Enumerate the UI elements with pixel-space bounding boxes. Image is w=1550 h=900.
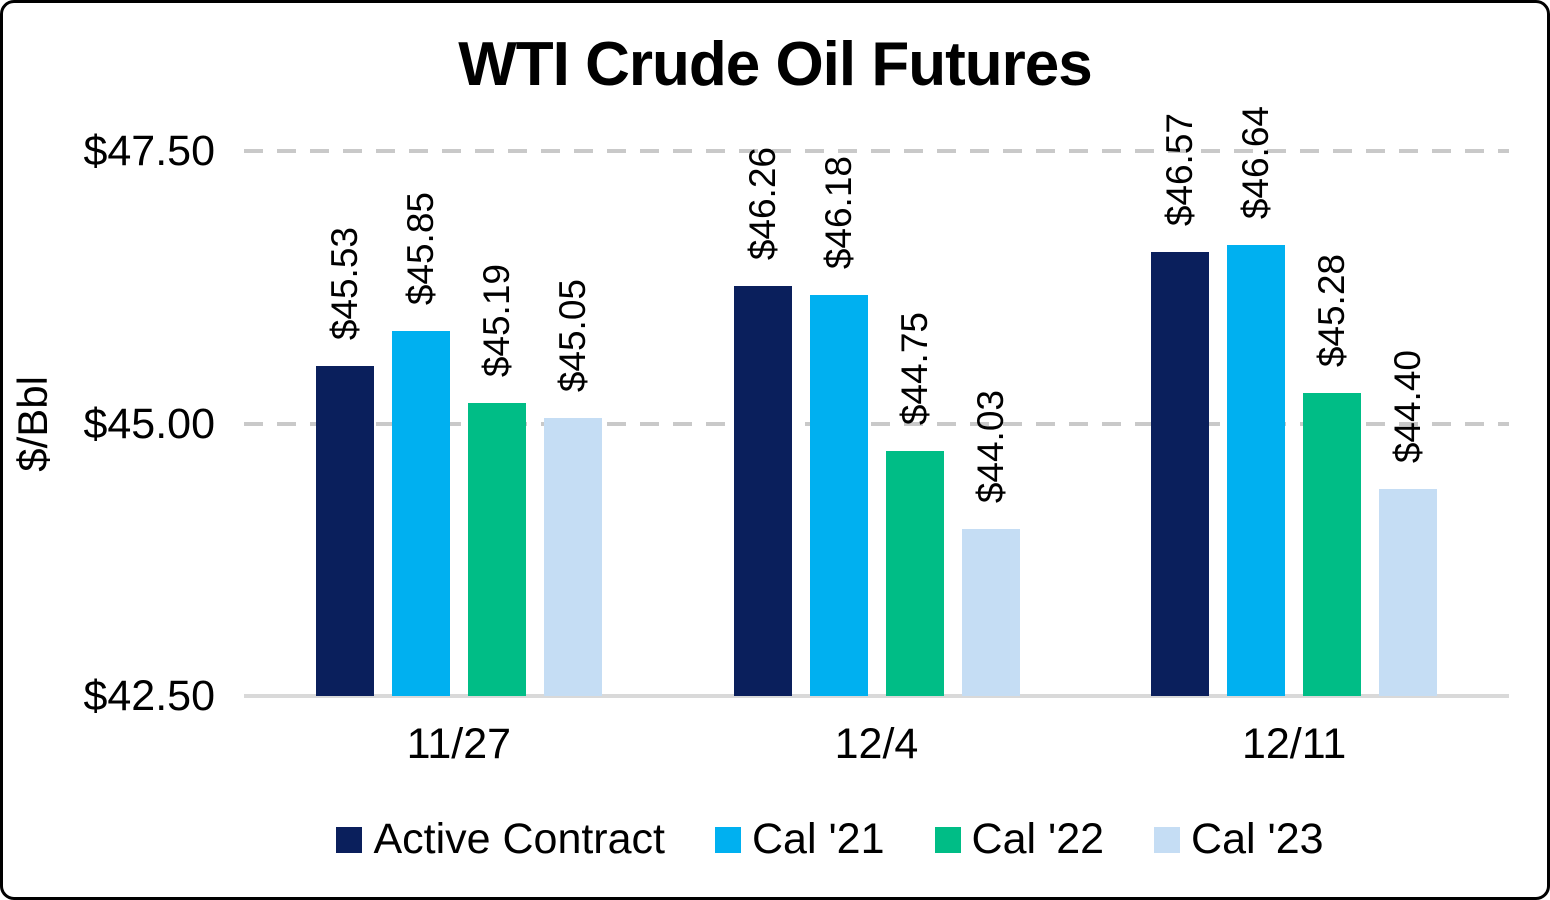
legend-item-cal-23: Cal '23 bbox=[1154, 815, 1324, 864]
bar-12/11-active-contract bbox=[1151, 252, 1210, 696]
bar-12/11-cal-22 bbox=[1303, 392, 1362, 696]
legend-label: Cal '23 bbox=[1191, 815, 1324, 863]
x-tick-label: 12/4 bbox=[834, 720, 919, 768]
bar-12/4-cal-21 bbox=[809, 294, 868, 696]
x-tick-label: 11/27 bbox=[406, 720, 512, 768]
bar-11/27-cal-21 bbox=[391, 330, 450, 696]
gridline bbox=[244, 149, 1509, 153]
bar-data-label: $45.19 bbox=[475, 263, 517, 377]
bar-data-label: $44.03 bbox=[969, 390, 1011, 504]
bar-data-label: $45.85 bbox=[399, 191, 441, 305]
legend-swatch-icon bbox=[934, 826, 961, 853]
bar-12/11-cal-23 bbox=[1379, 488, 1438, 696]
bar-12/4-cal-22 bbox=[885, 450, 944, 696]
bar-data-label: $45.28 bbox=[1311, 253, 1353, 367]
legend: Active Contract Cal '21 Cal '22 Cal '23 bbox=[3, 815, 1547, 864]
bar-11/27-cal-23 bbox=[543, 418, 602, 696]
legend-item-cal-21: Cal '21 bbox=[715, 815, 885, 864]
legend-label: Cal '21 bbox=[752, 815, 885, 863]
bar-data-label: $46.26 bbox=[741, 147, 783, 261]
legend-swatch-icon bbox=[336, 826, 363, 853]
y-tick-label: $47.50 bbox=[83, 127, 215, 175]
legend-label: Cal '22 bbox=[971, 815, 1105, 863]
legend-swatch-icon bbox=[1154, 826, 1181, 853]
bar-12/4-cal-23 bbox=[961, 529, 1020, 696]
bar-data-label: $46.57 bbox=[1159, 113, 1201, 227]
legend-item-cal-22: Cal '22 bbox=[934, 815, 1105, 864]
y-tick-label: $42.50 bbox=[83, 672, 215, 720]
bar-data-label: $45.53 bbox=[323, 226, 365, 340]
plot-area: $45.53 $45.85 $45.19 $45.05 $46.26 $46.18 $44.… bbox=[244, 106, 1509, 698]
legend-swatch-icon bbox=[715, 826, 741, 853]
bar-data-label: $45.05 bbox=[551, 278, 593, 393]
bar-12/11-cal-21 bbox=[1227, 244, 1286, 696]
bar-data-label: $44.75 bbox=[893, 311, 935, 425]
gridline bbox=[244, 421, 1509, 426]
bar-data-label: $44.40 bbox=[1387, 349, 1429, 463]
chart-title: WTI Crude Oil Futures bbox=[458, 30, 1092, 99]
bar-data-label: $46.64 bbox=[1235, 105, 1277, 219]
legend-label: Active Contract bbox=[373, 815, 665, 863]
legend-item-active-contract: Active Contract bbox=[336, 815, 665, 864]
bar-data-label: $46.18 bbox=[817, 155, 859, 269]
x-axis-line bbox=[244, 694, 1509, 698]
y-tick-label: $45.00 bbox=[83, 399, 215, 448]
x-tick-label: 12/11 bbox=[1241, 720, 1347, 768]
bar-11/27-active-contract bbox=[315, 365, 374, 696]
bar-12/4-active-contract bbox=[733, 286, 792, 696]
bar-11/27-cal-22 bbox=[467, 402, 526, 696]
